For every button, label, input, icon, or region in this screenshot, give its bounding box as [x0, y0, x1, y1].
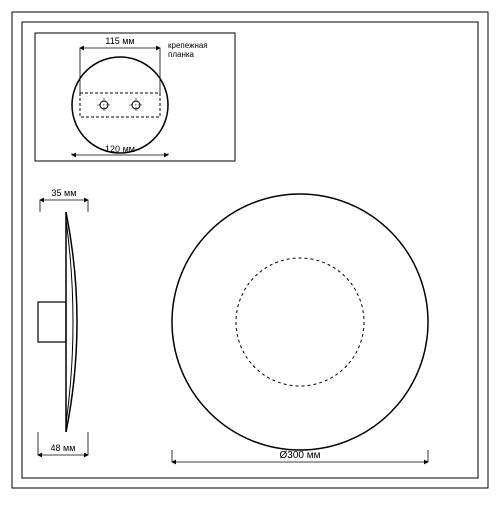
svg-text:120 мм: 120 мм — [105, 144, 135, 154]
page: 115 мм крепежнаяпланка 120 мм 35 мм 48 мм Ø30… — [0, 0, 500, 500]
svg-text:48 мм: 48 мм — [51, 443, 76, 453]
svg-text:35 мм: 35 мм — [52, 188, 77, 198]
svg-text:Ø300 мм: Ø300 мм — [280, 450, 321, 461]
diagram-svg: 115 мм крепежнаяпланка 120 мм 35 мм 48 мм Ø30… — [0, 0, 500, 500]
svg-text:планка: планка — [168, 50, 195, 59]
svg-text:115 мм: 115 мм — [105, 36, 134, 46]
svg-text:крепежная: крепежная — [168, 41, 208, 50]
